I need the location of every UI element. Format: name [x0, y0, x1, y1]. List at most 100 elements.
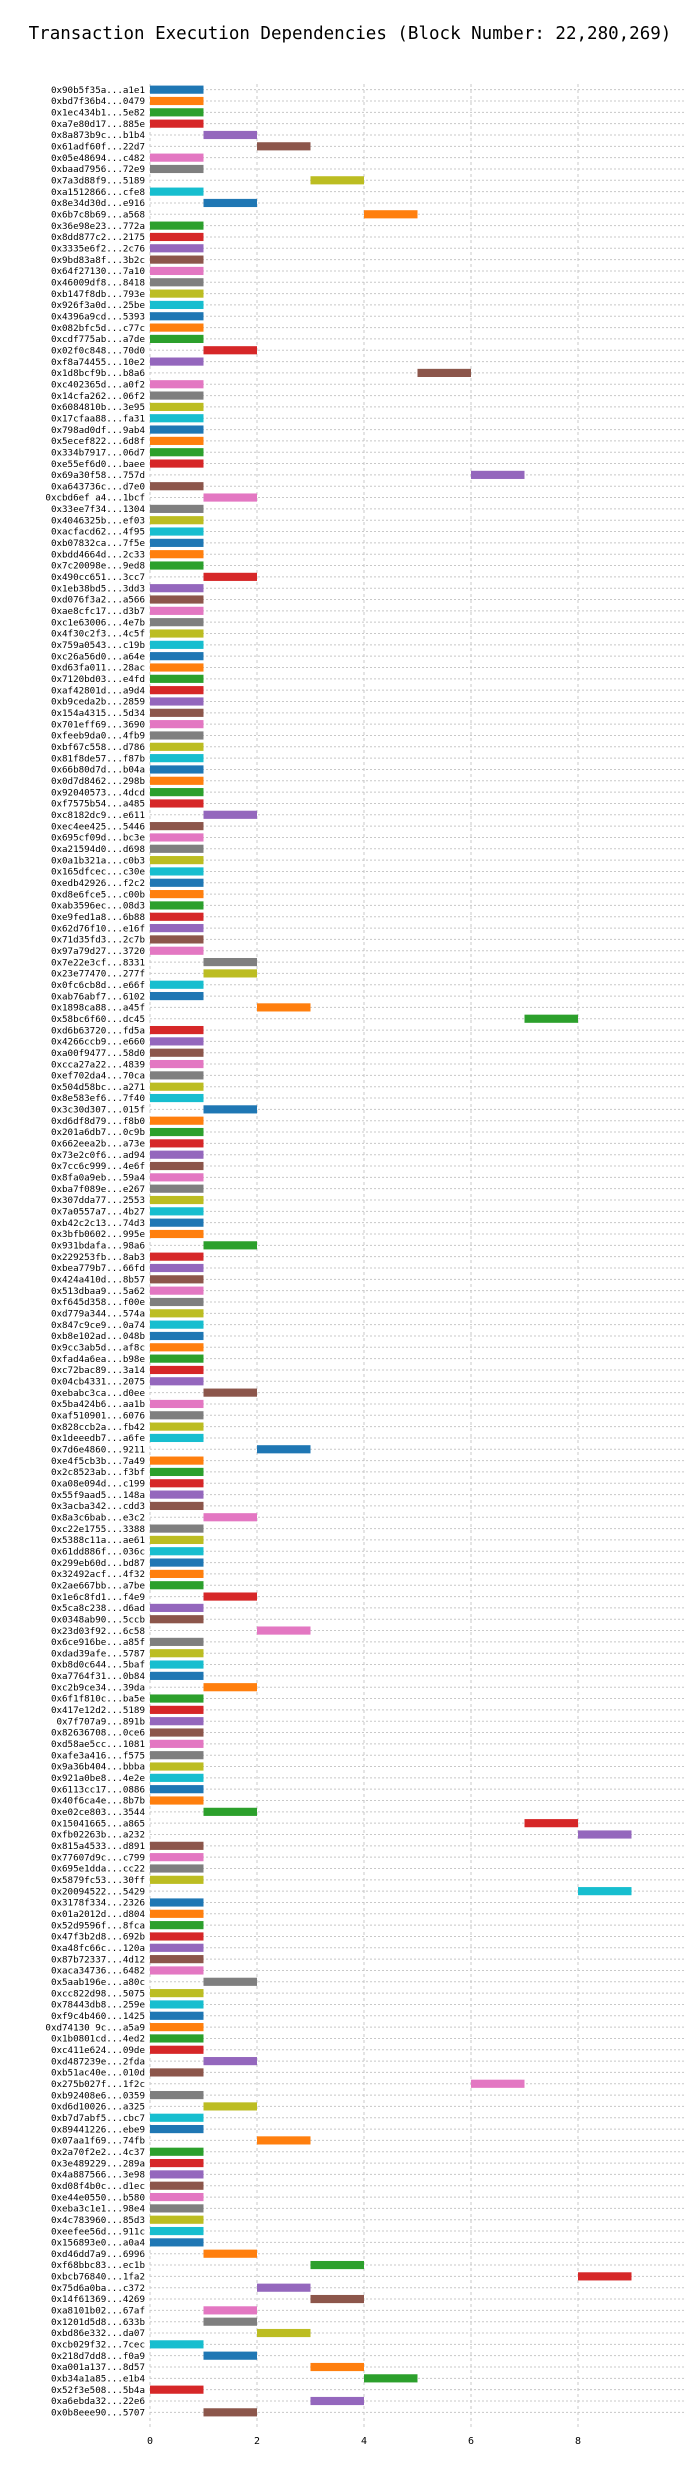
- transaction-bar: [257, 1626, 311, 1635]
- y-tick-label: 0x04cb4331...2075: [51, 1376, 145, 1387]
- transaction-bar: [150, 1535, 204, 1544]
- transaction-bar: [150, 2181, 204, 2190]
- transaction-bar: [150, 2340, 204, 2349]
- y-tick-label: 0x201a6db7...0c9b: [51, 1127, 145, 1138]
- transaction-bar: [150, 1615, 204, 1624]
- y-tick-label: 0x7cc6c999...4e6f: [51, 1161, 145, 1172]
- y-tick-label: 0x07aa1f69...74fb: [51, 2136, 145, 2147]
- y-tick-label: 0xa8101b02...67af: [51, 2306, 145, 2317]
- y-tick-label: 0xd6d10026...a325: [51, 2102, 145, 2113]
- transaction-bar: [150, 1728, 204, 1737]
- y-tick-label: 0x78443db8...259e: [51, 2000, 145, 2011]
- transaction-bar: [150, 1286, 204, 1295]
- y-tick-label: 0xe44e0550...b580: [51, 2192, 145, 2203]
- y-tick-label: 0xd63fa011...28ac: [51, 663, 145, 674]
- transaction-bar: [150, 1343, 204, 1352]
- transaction-bar: [150, 674, 204, 683]
- y-tick-label: 0x4266ccb9...e660: [51, 1037, 145, 1048]
- y-tick-label: 0x513dbaa9...5a62: [51, 1286, 145, 1297]
- transaction-bar: [150, 1377, 204, 1386]
- y-tick-label: 0xc1e63006...4e7b: [51, 617, 145, 628]
- transaction-bar: [150, 946, 204, 955]
- y-tick-label: 0xd08f4b0c...d1ec: [51, 2181, 145, 2192]
- y-tick-label: 0x662eea2b...a73e: [51, 1139, 145, 1150]
- y-tick-label: 0xfeeb9da0...4fb9: [51, 731, 145, 742]
- y-tick-label: 0x73e2c0f6...ad94: [51, 1150, 146, 1161]
- y-tick-label: 0x0348ab90...5ccb: [51, 1614, 145, 1625]
- y-tick-label: 0xab3596ec...08d3: [51, 901, 145, 912]
- transaction-bar: [150, 2034, 204, 2043]
- transaction-bar: [150, 878, 204, 887]
- transaction-bar: [150, 1467, 204, 1477]
- transaction-bar: [150, 538, 204, 547]
- transaction-bar: [150, 504, 204, 513]
- y-tick-label: 0xf645d358...f00e: [51, 1297, 145, 1308]
- transaction-bar: [150, 1694, 204, 1703]
- transaction-bar: [150, 720, 204, 729]
- transaction-bar: [257, 142, 311, 151]
- transaction-bar: [150, 1433, 204, 1443]
- y-tick-label: 0xba7f089e...e267: [51, 1184, 145, 1195]
- transaction-bar: [150, 436, 204, 445]
- transaction-bar: [150, 1943, 204, 1952]
- transaction-bar: [150, 2023, 204, 2032]
- transaction-bar: [150, 1354, 204, 1363]
- y-tick-label: 0x7f707a9...891b: [56, 1716, 145, 1727]
- y-tick-label: 0x61adf60f...22d7: [51, 142, 145, 153]
- y-tick-label: 0xcc822d98...5075: [51, 1988, 145, 1999]
- y-tick-label: 0x77607d9c...c799: [51, 1852, 145, 1863]
- transaction-bar: [150, 425, 204, 434]
- transaction-bar: [150, 1309, 204, 1318]
- y-tick-label: 0xacfacd62...4f95: [51, 527, 145, 538]
- y-tick-label: 0x33ee7f34...1304: [51, 504, 146, 515]
- transaction-bar: [150, 1365, 204, 1375]
- y-tick-label: 0x36e98e23...772a: [51, 221, 145, 232]
- transaction-bar: [150, 912, 204, 921]
- y-tick-label: 0xa7e80d17...885e: [51, 119, 145, 130]
- transaction-bar: [150, 1909, 204, 1918]
- y-tick-label: 0xd779a344...574a: [51, 1309, 145, 1320]
- transaction-bar: [150, 482, 204, 491]
- y-tick-label: 0x7e22e3cf...8331: [51, 957, 145, 968]
- y-tick-label: 0x01a2012d...d804: [51, 1909, 146, 1920]
- y-tick-label: 0xef702da4...70ca: [51, 1071, 145, 1082]
- transaction-bar: [150, 2385, 204, 2394]
- transaction-bar: [150, 527, 204, 536]
- transaction-bar: [150, 1093, 204, 1103]
- transaction-bar: [150, 924, 204, 933]
- y-tick-label: 0x81f8de57...f87b: [51, 753, 145, 764]
- transaction-bar: [150, 652, 204, 661]
- transaction-bar: [150, 776, 204, 785]
- y-tick-label: 0x8fa0a9eb...59a4: [51, 1173, 146, 1184]
- transaction-bar: [150, 1955, 204, 1964]
- y-tick-label: 0x89441226...ebe9: [51, 2124, 145, 2135]
- y-tick-label: 0x921a0be8...4e2e: [51, 1773, 145, 1784]
- y-tick-label: 0x701eff69...3690: [51, 719, 145, 730]
- y-tick-label: 0xfb02263b...a232: [51, 1830, 145, 1841]
- y-tick-label: 0x61dd886f...036c: [51, 1546, 145, 1557]
- y-tick-label: 0x5ba424b6...aa1b: [51, 1399, 145, 1410]
- transaction-bar: [150, 2011, 204, 2020]
- transaction-bar: [150, 1479, 204, 1488]
- y-tick-label: 0x1ec434b1...5e82: [51, 108, 145, 119]
- transaction-bar: [150, 1320, 204, 1329]
- y-tick-label: 0x5388c11a...ae61: [51, 1535, 145, 1546]
- y-tick-label: 0xa6ebda32...22e6: [51, 2396, 145, 2407]
- y-tick-label: 0xa001a137...8d57: [51, 2362, 145, 2373]
- transaction-bar: [203, 1105, 257, 1114]
- y-tick-label: 0xf9c4b460...1425: [51, 2011, 145, 2022]
- y-tick-label: 0x05e48694...c482: [51, 153, 145, 164]
- y-tick-label: 0x1eb38bd5...3dd3: [51, 583, 145, 594]
- transaction-bar: [150, 2204, 204, 2213]
- transaction-bar: [150, 822, 204, 831]
- transaction-bar: [150, 1456, 204, 1465]
- transaction-bar: [203, 2351, 257, 2360]
- transaction-bar: [150, 618, 204, 627]
- transaction-bar: [524, 1819, 578, 1828]
- transaction-bar: [150, 1717, 204, 1726]
- y-tick-label: 0xf7575b54...a485: [51, 799, 145, 810]
- transaction-bar: [150, 2125, 204, 2134]
- y-tick-label: 0x71d35fd3...2c7b: [51, 935, 145, 946]
- transaction-bar: [150, 1932, 204, 1941]
- transaction-bar: [417, 368, 471, 377]
